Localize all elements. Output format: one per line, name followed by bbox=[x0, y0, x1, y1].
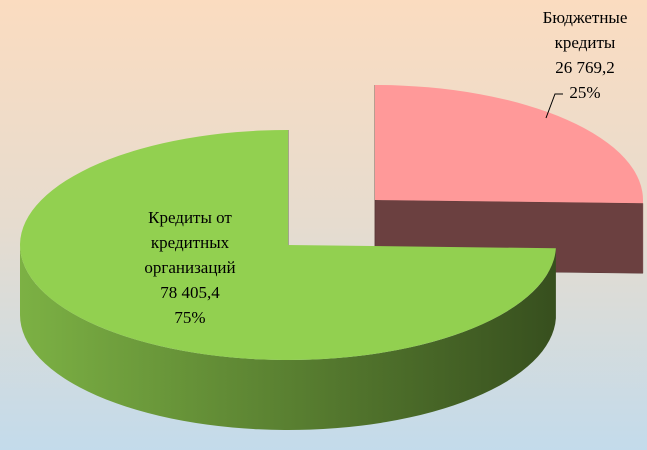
category-label: Кредиты от кредитных организаций bbox=[144, 208, 236, 277]
slice-top bbox=[19, 130, 556, 361]
slice-label: Бюджетные кредиты 26 769,2 25% bbox=[525, 5, 645, 105]
slice-top bbox=[375, 85, 643, 204]
value-label: 26 769,2 bbox=[555, 58, 615, 77]
leader-line bbox=[545, 93, 563, 119]
slice-label: Кредиты от кредитных организаций 78 405,… bbox=[120, 205, 260, 330]
value-label: 78 405,4 bbox=[160, 283, 220, 302]
percent-label: 75% bbox=[174, 308, 206, 327]
slice-wall bbox=[20, 245, 556, 430]
percent-label: 25% bbox=[569, 83, 601, 102]
slices bbox=[19, 85, 644, 430]
category-label: Бюджетные кредиты bbox=[542, 8, 628, 52]
